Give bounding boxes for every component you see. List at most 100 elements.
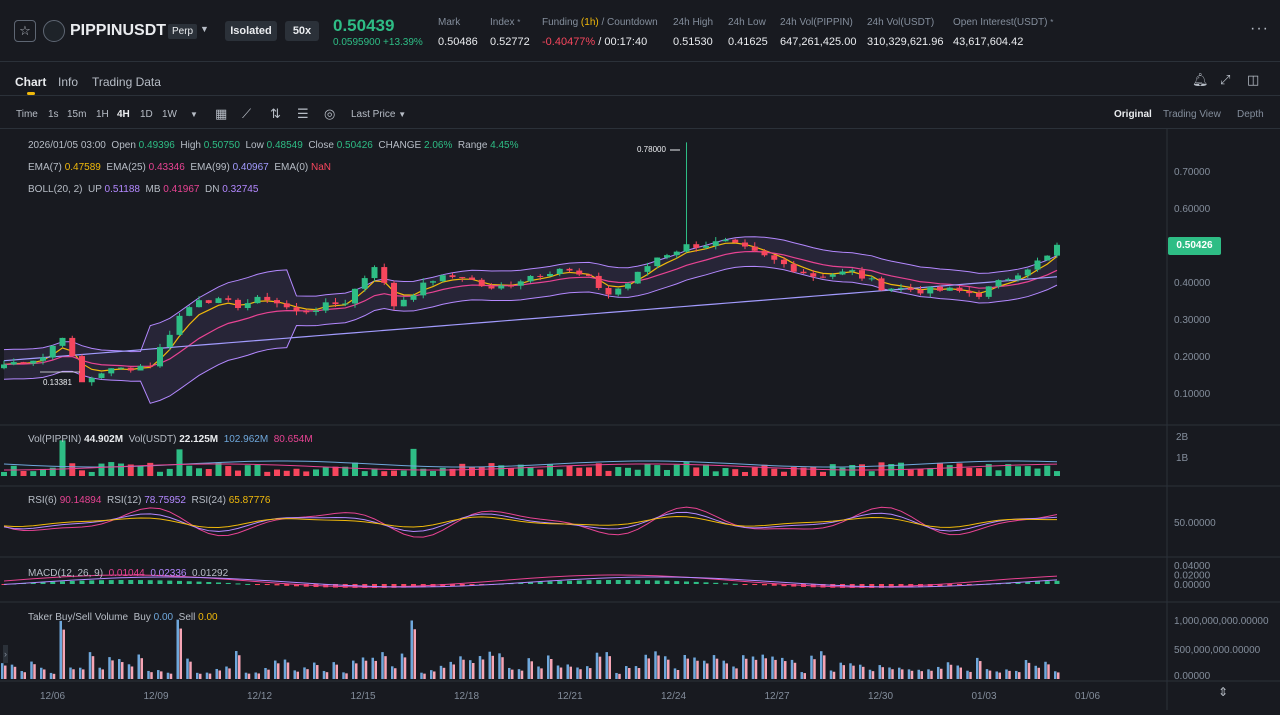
expand-left-icon[interactable]: ›	[3, 645, 8, 663]
chevron-down-icon[interactable]: ▼	[200, 24, 209, 34]
taker-sell-bar	[540, 668, 543, 679]
volume-bar	[742, 471, 748, 476]
last-price-tag: 0.50426	[1168, 237, 1221, 255]
taker-sell-bar	[150, 672, 153, 679]
candle-body	[527, 275, 534, 282]
view-trading-view[interactable]: Trading View	[1163, 109, 1221, 120]
compare-icon[interactable]: ⇅	[270, 106, 281, 121]
expand-icon[interactable]: ⤢	[1220, 72, 1231, 87]
view-depth[interactable]: Depth	[1237, 109, 1264, 120]
tf-time[interactable]: Time	[16, 109, 38, 120]
candle-body	[166, 334, 173, 348]
candle-body	[49, 345, 56, 358]
taker-buy-bar	[985, 669, 989, 679]
candle-body	[137, 365, 144, 371]
taker-sell-bar	[111, 660, 114, 679]
view-original[interactable]: Original	[1114, 109, 1152, 120]
taker-buy-bar	[186, 658, 189, 679]
taker-sell-bar	[189, 661, 192, 679]
volume-bar	[40, 468, 46, 476]
indicator-icon[interactable]: ⟋	[242, 106, 252, 121]
price-type-select[interactable]: Last Price ▼	[351, 109, 407, 120]
taker-sell-bar	[910, 670, 914, 679]
candle-body	[644, 266, 651, 272]
macd-histogram-bar	[391, 584, 397, 588]
taker-legend: Taker Buy/Sell Volume Buy 0.00 Sell 0.00	[28, 612, 218, 623]
taker-buy-bar	[371, 657, 374, 679]
leverage-button[interactable]: 50x	[285, 21, 319, 41]
volume-bar	[410, 448, 417, 476]
volume-bar	[868, 471, 875, 476]
candle-body	[20, 362, 27, 364]
tab-info[interactable]: Info	[58, 75, 79, 89]
taker-sell-bar	[481, 659, 485, 679]
candle-body	[391, 282, 397, 307]
taker-sell-bar	[559, 667, 563, 679]
taker-buy-bar	[751, 656, 755, 679]
candle-body	[69, 337, 76, 357]
margin-mode-button[interactable]: Isolated	[225, 21, 277, 41]
volume-bar	[205, 469, 212, 476]
volume-legend: Vol(PIPPIN) 44.902M Vol(USDT) 22.125M 10…	[28, 434, 313, 445]
macd-histogram-bar	[654, 580, 660, 584]
taker-sell-bar	[160, 671, 163, 679]
more-icon[interactable]: ···	[1250, 20, 1269, 37]
candle-body	[410, 295, 417, 300]
volume-bar	[722, 468, 729, 476]
taker-buy-bar	[907, 669, 911, 679]
volume-bar	[127, 464, 134, 476]
tf-1d[interactable]: 1D	[140, 109, 153, 120]
volume-bar	[1005, 464, 1012, 476]
macd-histogram-bar	[274, 584, 280, 586]
tf-dropdown-icon[interactable]: ▼	[190, 110, 198, 119]
taker-sell-bar	[628, 667, 631, 679]
chart-area[interactable]: 0.700000.600000.500000.400000.300000.200…	[0, 129, 1280, 710]
macd-histogram-bar	[99, 580, 104, 584]
symbol-name[interactable]: PIPPINUSDT	[70, 22, 167, 39]
candle-body	[176, 315, 183, 335]
volume-bar	[820, 471, 826, 476]
tab-chart[interactable]: Chart	[15, 75, 47, 89]
candle-body	[478, 279, 485, 287]
taker-sell-bar	[247, 673, 251, 679]
taker-buy-bar	[644, 654, 647, 679]
candle-body	[293, 307, 300, 312]
taker-sell-bar	[374, 660, 377, 679]
calendar-icon[interactable]: ▦	[215, 106, 228, 121]
taker-sell-bar	[793, 662, 797, 679]
macd-histogram-bar	[264, 584, 270, 585]
price-axis-label: 0.60000	[1174, 204, 1211, 215]
target-icon[interactable]: ◎	[324, 106, 336, 121]
tf-15m[interactable]: 15m	[67, 109, 87, 120]
candle-body	[449, 275, 456, 278]
volume-bar	[439, 467, 446, 476]
star-icon[interactable]: ☆	[14, 20, 36, 42]
volume-bar	[235, 470, 241, 476]
price-chart-svg[interactable]: 0.700000.600000.500000.400000.300000.200…	[0, 129, 1280, 710]
tf-1h[interactable]: 1H	[96, 109, 109, 120]
mark-value: 0.50486	[438, 36, 478, 48]
candle-body	[254, 296, 261, 304]
taker-sell-bar	[43, 669, 46, 679]
taker-buy-bar	[235, 651, 238, 679]
scale-handle-icon[interactable]: ⇕	[1218, 685, 1229, 699]
candle-body	[917, 289, 924, 294]
settings-icon[interactable]: ☰	[297, 106, 309, 121]
dock-icon[interactable]: ◫	[1247, 72, 1260, 87]
tf-1w[interactable]: 1W	[162, 109, 177, 120]
tf-1s[interactable]: 1s	[48, 109, 59, 120]
taker-buy-bar	[244, 672, 248, 679]
taker-sell-bar	[745, 658, 748, 679]
volume-bar	[995, 470, 1002, 476]
taker-buy-bar	[20, 671, 23, 679]
volume-bar	[917, 468, 924, 476]
taker-sell-bar	[23, 672, 26, 679]
volume-axis-label: 2B	[1176, 432, 1189, 443]
volume-bar	[303, 471, 310, 476]
bell-icon[interactable]: 🔔︎	[1192, 72, 1209, 87]
tf-4h[interactable]: 4H	[117, 109, 130, 120]
tab-trading-data[interactable]: Trading Data	[92, 75, 161, 89]
taker-sell-bar	[520, 670, 524, 679]
mark-label: Mark	[438, 17, 461, 28]
taker-buy-bar	[1054, 671, 1057, 679]
